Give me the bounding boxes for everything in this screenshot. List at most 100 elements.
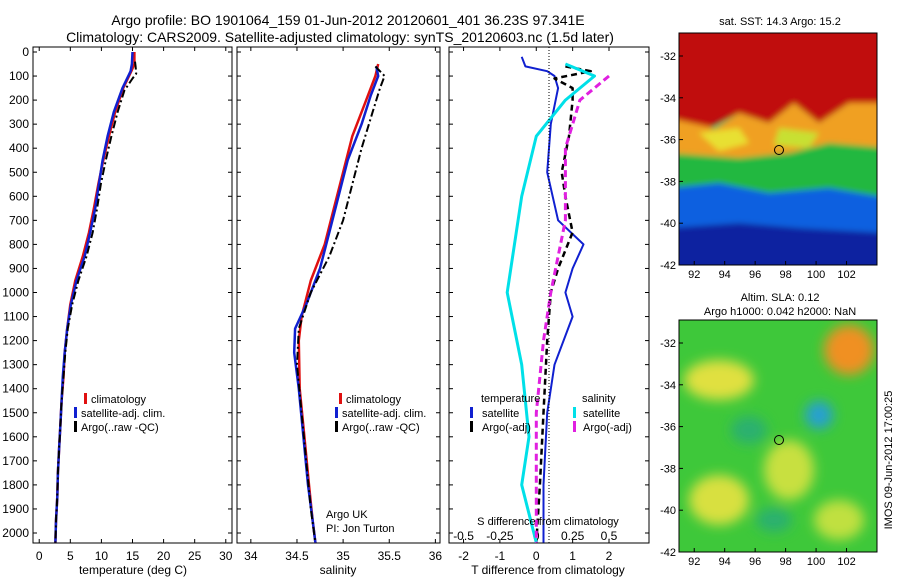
difference-plot: -2 -1 0 1 2-0.5 -0.25 0 0.25 0.5 [449, 47, 649, 563]
legend-swatch-climatology [84, 393, 87, 404]
argo-credit-line-2: PI: Jon Turton [326, 523, 394, 535]
legend-label-argo: Argo(..raw -QC) [342, 422, 420, 434]
sst-map-frame [678, 32, 878, 266]
sla-argo-marker [774, 435, 784, 445]
map-y-tick-label: -36 [660, 422, 676, 434]
y-tick-label: 1500 [2, 406, 29, 420]
map-y-tick-label: -40 [660, 505, 676, 517]
legend-label-sal-satellite: satellite [583, 408, 620, 420]
map-y-tick-label: -40 [660, 218, 676, 230]
y-tick-label: 1700 [2, 454, 29, 468]
x-tick-label-salinity: -0.25 [486, 529, 514, 543]
depth-axis: 0 100 200 300 400 500 600 700 800 900 1000 1100 1200… [2, 45, 29, 540]
series-line-temperature-satellite [520, 56, 585, 543]
y-tick-label: 800 [9, 237, 29, 251]
legend-label-argo: Argo(..raw -QC) [81, 422, 159, 434]
x-tick-label: 0 [533, 549, 540, 563]
legend-label-temp-argo: Argo(-adj) [482, 422, 531, 434]
x-tick-label-salinity: 0.25 [561, 529, 585, 543]
legend-label-climatology: climatology [91, 394, 147, 406]
y-tick-label: 400 [9, 141, 29, 155]
y-tick-label: 1600 [2, 430, 29, 444]
series-line-argo-raw-qc- [54, 61, 138, 543]
map-x-tick-label: 96 [749, 269, 761, 281]
x-tick-label: -2 [458, 549, 469, 563]
y-tick-label: 1200 [2, 334, 29, 348]
y-tick-label: 1300 [2, 358, 29, 372]
map-y-tick-label: -38 [660, 463, 676, 475]
map-x-tick-label: 98 [779, 556, 791, 568]
legend-swatch-sal-argo [573, 421, 576, 432]
y-tick-label: 2000 [2, 526, 29, 540]
difference-legend: temperature salinity satellite Argo(-adj… [470, 393, 632, 434]
map-axes: 92 94 96 98 100 102 -32 -34 -36 -38 -40 -42 92 94 96 98… [660, 51, 856, 568]
x-tick-label: 20 [157, 549, 171, 563]
y-tick-label: 1900 [2, 502, 29, 516]
map-y-tick-label: -34 [660, 380, 676, 392]
legend-label-satellite: satellite-adj. clim. [342, 408, 426, 420]
legend-group-salinity: salinity [582, 393, 616, 405]
legend-label-temp-satellite: satellite [482, 408, 519, 420]
temperature-panel-frame [32, 46, 233, 544]
map-x-tick-label: 102 [837, 269, 855, 281]
y-tick-label: 500 [9, 165, 29, 179]
y-tick-label: 1400 [2, 382, 29, 396]
map-y-tick-label: -32 [660, 338, 676, 350]
legend-swatch-satellite [335, 407, 338, 418]
legend-swatch-temp-satellite [470, 407, 473, 418]
x-tick-label: 2 [606, 549, 613, 563]
temperature-plot: 0 5 10 15 20 25 30 [33, 47, 233, 563]
map-y-tick-label: -38 [660, 176, 676, 188]
legend-swatch-climatology [339, 393, 342, 404]
map-y-tick-label: -36 [660, 135, 676, 147]
map-x-tick-label: 100 [807, 556, 825, 568]
x-tick-label-salinity: 0.5 [601, 529, 618, 543]
y-tick-label: 700 [9, 213, 29, 227]
argo-credit-line-1: Argo UK [326, 509, 368, 521]
x-tick-label: 35 [336, 549, 350, 563]
sla-map-frame [678, 319, 878, 553]
x-tick-label: 5 [67, 549, 74, 563]
map-x-tick-label: 92 [688, 556, 700, 568]
series-line-salinity-satellite [505, 62, 596, 543]
legend-swatch-temp-argo [470, 421, 473, 432]
map-x-tick-label: 98 [779, 269, 791, 281]
y-tick-label: 300 [9, 117, 29, 131]
map-x-tick-label: 94 [719, 269, 731, 281]
x-tick-label: 35.5 [378, 549, 402, 563]
legend-group-temperature: temperature [481, 393, 540, 405]
map-y-tick-label: -42 [660, 260, 676, 272]
x-tick-label: 34.5 [285, 549, 309, 563]
series-line-salinity-argo-adj- [534, 74, 610, 543]
map-x-tick-label: 102 [837, 556, 855, 568]
sst-map [679, 33, 877, 265]
sla-map-title: Altim. SLA: 0.12 [741, 292, 820, 304]
legend-swatch-sal-satellite [573, 407, 576, 418]
map-x-tick-label: 96 [749, 556, 761, 568]
sst-argo-marker [774, 145, 784, 155]
y-tick-label: 0 [22, 45, 29, 59]
difference-xlabel-salinity: S difference from climatology [477, 516, 619, 528]
map-x-tick-label: 92 [688, 269, 700, 281]
y-tick-label: 1000 [2, 286, 29, 300]
sst-map-title: sat. SST: 14.3 Argo: 15.2 [719, 16, 841, 28]
y-tick-label: 900 [9, 261, 29, 275]
map-y-tick-label: -42 [660, 547, 676, 559]
salinity-legend: climatology satellite-adj. clim. Argo(..… [335, 393, 426, 434]
y-tick-label: 200 [9, 93, 29, 107]
x-tick-label: 30 [219, 549, 233, 563]
y-tick-label: 600 [9, 189, 29, 203]
y-tick-label: 100 [9, 69, 29, 83]
map-x-tick-label: 94 [719, 556, 731, 568]
x-tick-label: -1 [495, 549, 506, 563]
salinity-plot: 34 34.5 35 35.5 36 [237, 47, 442, 563]
side-stamp: IMOS 09-Jun-2012 17:00:25 [883, 391, 895, 530]
y-tick-label: 1100 [3, 310, 29, 324]
x-tick-label: 36 [429, 549, 443, 563]
x-tick-label: 1 [569, 549, 576, 563]
x-tick-label: 15 [126, 549, 140, 563]
header-line-1: Argo profile: BO 1901064_159 01-Jun-2012… [111, 12, 584, 28]
legend-swatch-satellite [74, 407, 77, 418]
legend-label-satellite: satellite-adj. clim. [81, 408, 165, 420]
